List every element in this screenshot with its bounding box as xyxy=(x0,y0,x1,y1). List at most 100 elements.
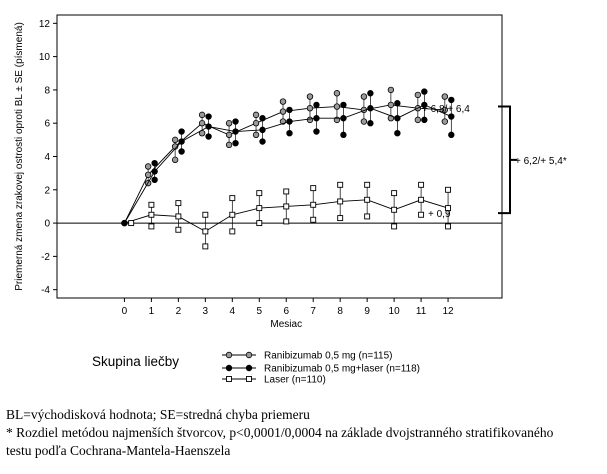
data-point xyxy=(387,101,395,109)
data-point xyxy=(151,176,158,184)
series-2 xyxy=(121,88,455,227)
annotation-bracket xyxy=(498,105,517,215)
data-point xyxy=(245,351,253,359)
data-point xyxy=(205,113,212,120)
data-point xyxy=(283,203,290,210)
data-point xyxy=(421,116,428,124)
data-point xyxy=(367,90,374,97)
data-point xyxy=(175,213,182,220)
x-tick-label: 6 xyxy=(283,306,289,317)
data-point xyxy=(225,120,233,127)
y-tick-label: -4 xyxy=(41,285,50,296)
data-point xyxy=(360,118,368,125)
x-tick-label: 12 xyxy=(442,306,454,317)
data-point xyxy=(387,86,395,94)
x-tick-label: 8 xyxy=(337,306,343,317)
data-point xyxy=(229,228,236,235)
data-point xyxy=(286,129,293,137)
series-1 xyxy=(121,86,449,227)
data-point xyxy=(245,364,253,372)
x-tick-label: 10 xyxy=(389,306,401,317)
y-tick-label: 4 xyxy=(44,152,50,163)
data-point xyxy=(414,116,422,124)
data-point xyxy=(232,139,239,147)
legend-entry-label: Laser (n=110) xyxy=(264,375,326,386)
data-point xyxy=(246,376,252,382)
data-point xyxy=(441,106,449,114)
data-point xyxy=(256,220,263,227)
data-point xyxy=(225,141,233,149)
data-point xyxy=(313,128,320,135)
data-point xyxy=(256,190,263,197)
legend-entry-label: Ranibizumab 0,5 mg (n=115) xyxy=(264,351,393,362)
data-point xyxy=(306,105,314,112)
footnote-abbrev: BL=východisková hodnota; SE=stredná chyb… xyxy=(6,407,310,422)
data-point xyxy=(144,163,152,170)
data-point xyxy=(225,131,233,139)
data-point xyxy=(414,91,422,99)
data-point xyxy=(148,223,155,230)
data-point xyxy=(175,226,182,233)
data-point xyxy=(310,201,317,208)
data-point xyxy=(225,364,233,372)
annotation-bracket-label: + 6,2/+ 5,4* xyxy=(515,156,567,167)
data-point xyxy=(205,123,212,130)
data-point xyxy=(144,171,152,179)
data-point xyxy=(445,223,452,230)
data-point xyxy=(337,198,344,205)
data-point xyxy=(252,111,260,119)
data-point xyxy=(448,113,455,120)
data-point xyxy=(313,101,320,109)
data-point xyxy=(205,133,212,140)
x-tick-label: 4 xyxy=(230,306,236,317)
data-point xyxy=(232,118,239,125)
x-tick-label: 7 xyxy=(310,306,316,317)
data-point xyxy=(128,220,135,227)
data-point xyxy=(171,136,179,144)
y-tick-label: 2 xyxy=(44,185,50,196)
data-point xyxy=(367,105,374,112)
data-point xyxy=(448,96,455,104)
y-tick-label: 6 xyxy=(44,119,50,130)
data-point xyxy=(418,181,425,188)
annotation-laser: + 0,9 xyxy=(428,209,451,220)
data-point xyxy=(394,115,401,122)
data-point xyxy=(364,196,371,203)
data-point xyxy=(175,200,182,207)
data-point xyxy=(333,103,341,110)
y-tick-label: 0 xyxy=(44,219,50,230)
data-point xyxy=(418,211,425,218)
x-tick-label: 0 xyxy=(122,306,128,317)
plot-frame xyxy=(56,14,503,299)
data-point xyxy=(198,120,206,127)
data-point xyxy=(279,108,287,115)
legend-title: Skupina liečby xyxy=(92,354,179,369)
data-point xyxy=(340,131,347,139)
data-point xyxy=(364,213,371,220)
data-point xyxy=(283,218,290,225)
x-tick-label: 5 xyxy=(256,306,262,317)
data-point xyxy=(178,138,185,145)
data-point xyxy=(171,156,179,164)
data-point xyxy=(226,376,232,382)
data-point xyxy=(306,93,314,100)
data-point xyxy=(418,196,425,203)
series-3 xyxy=(124,181,452,250)
data-point xyxy=(178,128,185,135)
data-point xyxy=(202,211,209,218)
data-point xyxy=(286,118,293,125)
data-point xyxy=(391,206,398,213)
data-point xyxy=(148,211,155,218)
y-axis-label: Priemerná zmena zrakovej ostrosti oproti… xyxy=(14,22,25,291)
data-point xyxy=(391,223,398,230)
data-point xyxy=(421,88,428,95)
data-point xyxy=(279,98,287,105)
x-tick-label: 3 xyxy=(203,306,209,317)
data-point xyxy=(202,243,209,250)
data-point xyxy=(360,93,368,100)
y-tick-label: 12 xyxy=(39,19,51,30)
data-point xyxy=(364,181,371,188)
data-point xyxy=(445,186,452,193)
footnote-stats-2: testu podľa Cochrana-Mantela-Haenszela xyxy=(6,443,231,458)
